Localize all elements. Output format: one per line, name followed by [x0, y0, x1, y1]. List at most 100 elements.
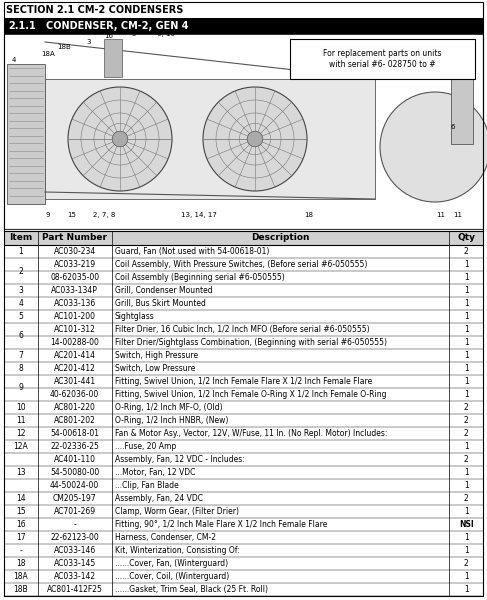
- Text: 18B: 18B: [57, 44, 71, 50]
- Text: AC801-220: AC801-220: [54, 403, 95, 412]
- Text: ......Gasket, Trim Seal, Black (25 Ft. Roll): ......Gasket, Trim Seal, Black (25 Ft. R…: [115, 585, 268, 594]
- Text: Harness, Condenser, CM-2: Harness, Condenser, CM-2: [115, 533, 216, 542]
- Bar: [7, 64, 45, 204]
- Text: 12: 12: [16, 429, 25, 438]
- Text: 44-50024-00: 44-50024-00: [50, 481, 99, 490]
- Text: AC201-414: AC201-414: [54, 351, 95, 360]
- Bar: [451, 54, 473, 144]
- Text: 11: 11: [16, 416, 25, 425]
- Text: AC101-312: AC101-312: [54, 325, 95, 334]
- Text: AC030-234: AC030-234: [54, 247, 96, 256]
- Bar: [5, 35, 482, 228]
- Text: ...Motor, Fan, 12 VDC: ...Motor, Fan, 12 VDC: [115, 468, 195, 477]
- Text: Sightglass: Sightglass: [115, 312, 154, 321]
- Text: 1: 1: [464, 260, 468, 269]
- Text: 2: 2: [464, 247, 468, 256]
- Text: 6, 10: 6, 10: [157, 31, 175, 37]
- Text: 54-50080-00: 54-50080-00: [50, 468, 99, 477]
- Text: CM205-197: CM205-197: [53, 494, 96, 503]
- Text: Item: Item: [9, 233, 33, 242]
- Text: Fitting, 90°, 1/2 Inch Male Flare X 1/2 Inch Female Flare: Fitting, 90°, 1/2 Inch Male Flare X 1/2 …: [115, 520, 327, 529]
- Text: Kit, Winterization, Consisting Of:: Kit, Winterization, Consisting Of:: [115, 546, 240, 555]
- Text: AC101-200: AC101-200: [54, 312, 95, 321]
- Text: Clamp, Worm Gear, (Filter Drier): Clamp, Worm Gear, (Filter Drier): [115, 507, 239, 516]
- Text: 2: 2: [464, 403, 468, 412]
- Text: AC301-441: AC301-441: [54, 377, 96, 386]
- Text: 16: 16: [16, 520, 26, 529]
- Text: 2: 2: [464, 494, 468, 503]
- Text: ......Cover, Fan, (Winterguard): ......Cover, Fan, (Winterguard): [115, 559, 228, 568]
- Text: 1: 1: [464, 377, 468, 386]
- Text: SECTION 2.1 CM-2 CONDENSERS: SECTION 2.1 CM-2 CONDENSERS: [6, 5, 184, 15]
- Text: Assembly, Fan, 12 VDC - Includes:: Assembly, Fan, 12 VDC - Includes:: [115, 455, 244, 464]
- Text: -: -: [73, 520, 76, 529]
- Text: 1: 1: [464, 546, 468, 555]
- Text: 4: 4: [19, 299, 23, 308]
- Circle shape: [112, 131, 128, 147]
- Text: AC801-412F25: AC801-412F25: [47, 585, 103, 594]
- Text: 5: 5: [132, 31, 136, 37]
- Text: 15: 15: [16, 507, 26, 516]
- Text: 1: 1: [464, 390, 468, 399]
- Text: O-Ring, 1/2 Inch MF-O, (Old): O-Ring, 1/2 Inch MF-O, (Old): [115, 403, 223, 412]
- Text: 18: 18: [16, 559, 25, 568]
- Text: Coil Assembly, With Pressure Switches, (Before serial #6-050555): Coil Assembly, With Pressure Switches, (…: [115, 260, 367, 269]
- Text: 40-62036-00: 40-62036-00: [50, 390, 99, 399]
- Text: AC033-136: AC033-136: [54, 299, 96, 308]
- Text: AC033-145: AC033-145: [54, 559, 96, 568]
- Bar: [4, 2, 483, 18]
- Text: AC033-142: AC033-142: [54, 572, 96, 581]
- Bar: [4, 34, 483, 229]
- Text: 1: 1: [464, 338, 468, 347]
- Text: 6: 6: [451, 124, 455, 130]
- Text: 1: 1: [464, 299, 468, 308]
- Text: 2: 2: [464, 455, 468, 464]
- Text: Fitting, Swivel Union, 1/2 Inch Female Flare X 1/2 Inch Female Flare: Fitting, Swivel Union, 1/2 Inch Female F…: [115, 377, 372, 386]
- Text: 1: 1: [464, 572, 468, 581]
- Text: 7: 7: [19, 351, 23, 360]
- Text: 9: 9: [46, 212, 50, 218]
- Text: 18: 18: [304, 212, 314, 218]
- Text: Switch, High Pressure: Switch, High Pressure: [115, 351, 198, 360]
- Text: 2: 2: [464, 429, 468, 438]
- Text: 18A: 18A: [41, 51, 55, 57]
- Text: 14: 14: [16, 494, 26, 503]
- Text: 2: 2: [19, 266, 23, 275]
- Text: 3: 3: [19, 286, 23, 295]
- Text: 5: 5: [19, 312, 23, 321]
- Text: ....Fuse, 20 Amp: ....Fuse, 20 Amp: [115, 442, 176, 451]
- Text: Coil Assembly (Beginning serial #6-050555): Coil Assembly (Beginning serial #6-05055…: [115, 273, 284, 282]
- Text: AC701-269: AC701-269: [54, 507, 96, 516]
- Text: 16: 16: [105, 33, 113, 39]
- Circle shape: [247, 131, 263, 147]
- Text: 13: 13: [16, 468, 26, 477]
- Text: ...Clip, Fan Blade: ...Clip, Fan Blade: [115, 481, 179, 490]
- Text: 8: 8: [19, 364, 23, 373]
- Text: 22-62123-00: 22-62123-00: [50, 533, 99, 542]
- Text: 14-00288-00: 14-00288-00: [50, 338, 99, 347]
- Text: 10: 10: [16, 403, 26, 412]
- Text: 1: 1: [464, 325, 468, 334]
- Bar: [290, 39, 475, 79]
- Text: 1: 1: [464, 364, 468, 373]
- Text: 1: 1: [464, 481, 468, 490]
- Text: ......Cover, Coil, (Winterguard): ......Cover, Coil, (Winterguard): [115, 572, 229, 581]
- Bar: [104, 39, 122, 77]
- Text: 1: 1: [464, 351, 468, 360]
- Text: Guard, Fan (Not used with 54-00618-01): Guard, Fan (Not used with 54-00618-01): [115, 247, 269, 256]
- Text: Switch, Low Pressure: Switch, Low Pressure: [115, 364, 195, 373]
- Text: 1: 1: [464, 585, 468, 594]
- Text: 08-62035-00: 08-62035-00: [50, 273, 99, 282]
- Text: AC033-219: AC033-219: [54, 260, 96, 269]
- Text: 12A: 12A: [13, 442, 28, 451]
- Text: For replacement parts on units
with serial #6- 028750 to #: For replacement parts on units with seri…: [323, 49, 442, 69]
- Bar: [45, 79, 375, 199]
- Circle shape: [203, 87, 307, 191]
- Text: 1: 1: [464, 312, 468, 321]
- Text: 2, 7, 8: 2, 7, 8: [93, 212, 115, 218]
- Bar: [4, 231, 483, 245]
- Text: 1: 1: [464, 273, 468, 282]
- Text: 18A: 18A: [13, 572, 28, 581]
- Text: 1: 1: [464, 468, 468, 477]
- Text: Grill, Condenser Mounted: Grill, Condenser Mounted: [115, 286, 212, 295]
